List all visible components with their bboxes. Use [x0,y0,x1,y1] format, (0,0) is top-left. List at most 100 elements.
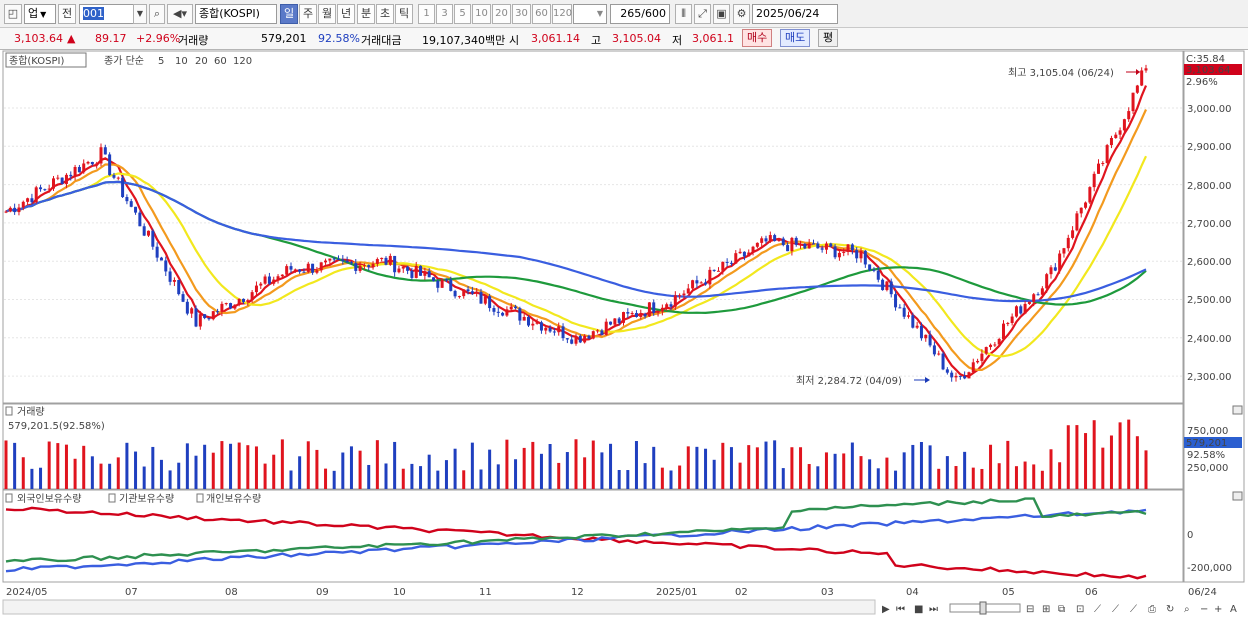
legend-individual-handle[interactable] [196,493,204,503]
candle-body [470,291,474,294]
candle-body [587,335,591,339]
candle-body [630,313,634,315]
crosshair-icon[interactable]: ⤢ [694,4,711,24]
holdings-panel-handle[interactable] [5,493,13,503]
buy-button[interactable]: 매수 [742,29,773,47]
font-size-icon[interactable]: A [1230,604,1237,615]
volume-panel-title: 거래량 [17,406,45,418]
stock-chart[interactable]: 종합(KOSPI) 종가 단순 5 10 20 60 120 최고 3,105.… [0,50,1248,621]
candle-body [483,296,487,304]
holdings-panel-close-icon[interactable] [1232,491,1243,501]
interval-1[interactable]: 1 [418,4,435,24]
candle-body [1140,70,1144,86]
interval-120[interactable]: 120 [552,4,572,24]
volume-bar [781,468,785,489]
tab-minute[interactable]: 분 [357,4,375,24]
interval-20[interactable]: 20 [492,4,511,24]
candle-body [384,257,388,265]
interval-5[interactable]: 5 [454,4,471,24]
speaker-icon[interactable]: ◀▾ [167,4,193,24]
candle-body [125,197,129,202]
eval-button[interactable]: 평 [818,29,839,47]
market-select[interactable]: 업 ▼ [24,4,56,24]
chevron-down-icon: ▼ [40,10,47,19]
trend-icon[interactable]: ⟋ [1130,604,1137,615]
ma-line-20 [5,155,1147,358]
candle-body [755,242,759,247]
tab-week[interactable]: 주 [299,4,317,24]
candle-body [1006,323,1010,325]
search-icon[interactable]: ⌕ [149,4,165,24]
tab-month[interactable]: 월 [318,4,336,24]
volume-panel-handle[interactable] [5,406,13,416]
legend-index-box[interactable] [5,52,87,68]
search-icon[interactable]: ⌕ [1184,604,1190,615]
volume-panel-close-icon[interactable] [1232,405,1243,415]
candle-body [267,276,271,284]
layout2-icon[interactable]: ⊞ [1042,604,1050,615]
candle-body [298,269,302,272]
candle-body [302,271,306,273]
scroll-track[interactable] [2,599,876,615]
candle-body [419,265,423,276]
stop-icon[interactable]: ■ [914,604,923,615]
volume-bar [453,448,457,489]
copy-icon[interactable]: ⧉ [1058,604,1065,615]
line-icon[interactable]: ⟋ [1112,604,1119,615]
count-field[interactable]: 265/600 [610,4,670,24]
prev-button[interactable]: 전 [58,4,76,24]
tab-day[interactable]: 일 [280,4,298,24]
scroll-right-icon[interactable]: ▶ [882,604,890,615]
tab-second[interactable]: 초 [376,4,394,24]
interval-30[interactable]: 30 [512,4,531,24]
low-value: 3,061.1 [692,32,734,45]
code-input[interactable]: 001 [79,4,147,24]
candle-body [950,372,954,378]
first-page-icon[interactable]: ⏮ [896,604,905,615]
tool-icon[interactable]: ⊡ [1076,604,1084,615]
volume-bar [263,463,267,489]
zoom-in-icon[interactable]: + [1214,604,1222,615]
layout-icon[interactable]: ⊟ [1026,604,1034,615]
volume-bar [393,441,397,489]
candle-body [1019,306,1023,314]
candle-body [60,177,64,184]
candle-body [1023,303,1027,314]
save-icon[interactable]: ▣ [713,4,730,24]
gear-icon[interactable]: ⚙ [733,4,750,24]
refresh-icon[interactable]: ↻ [1166,604,1174,615]
date-field[interactable]: 2025/06/24 [752,4,838,24]
volume-bar [583,457,587,489]
volume-bar [211,452,215,489]
draw-icon[interactable]: ⟋ [1094,604,1101,615]
last-page-icon[interactable]: ⏭ [929,604,938,615]
zoom-out-icon[interactable]: − [1200,604,1208,615]
interval-3[interactable]: 3 [436,4,453,24]
candle-body [652,302,656,313]
legend-institution-handle[interactable] [108,493,116,503]
window-menu-icon[interactable]: ◰ [4,4,22,24]
candle-body [406,266,410,271]
interval-custom-input[interactable]: ▼ [573,4,607,24]
candle-body [760,238,764,243]
candle-body [397,268,401,273]
candle-body [699,282,703,284]
code-dropdown-icon[interactable]: ▼ [133,4,147,24]
candle-body [932,345,936,355]
candle-body [82,163,86,173]
candle-body [95,163,99,165]
print-icon[interactable]: ⎙ [1148,604,1156,615]
volume-bar [134,451,138,489]
candle-body [984,347,988,354]
candle-body [734,253,738,264]
interval-10[interactable]: 10 [472,4,491,24]
interval-60[interactable]: 60 [532,4,551,24]
candle-icon[interactable]: ⫴ [675,4,692,24]
y-tick: 2,600.00 [1187,257,1232,268]
tab-year[interactable]: 년 [337,4,355,24]
sell-button[interactable]: 매도 [780,29,811,47]
volume-bar [444,460,448,489]
zoom-slider-handle[interactable] [979,601,987,615]
tab-tick[interactable]: 틱 [395,4,413,24]
volume-bar [609,443,613,489]
